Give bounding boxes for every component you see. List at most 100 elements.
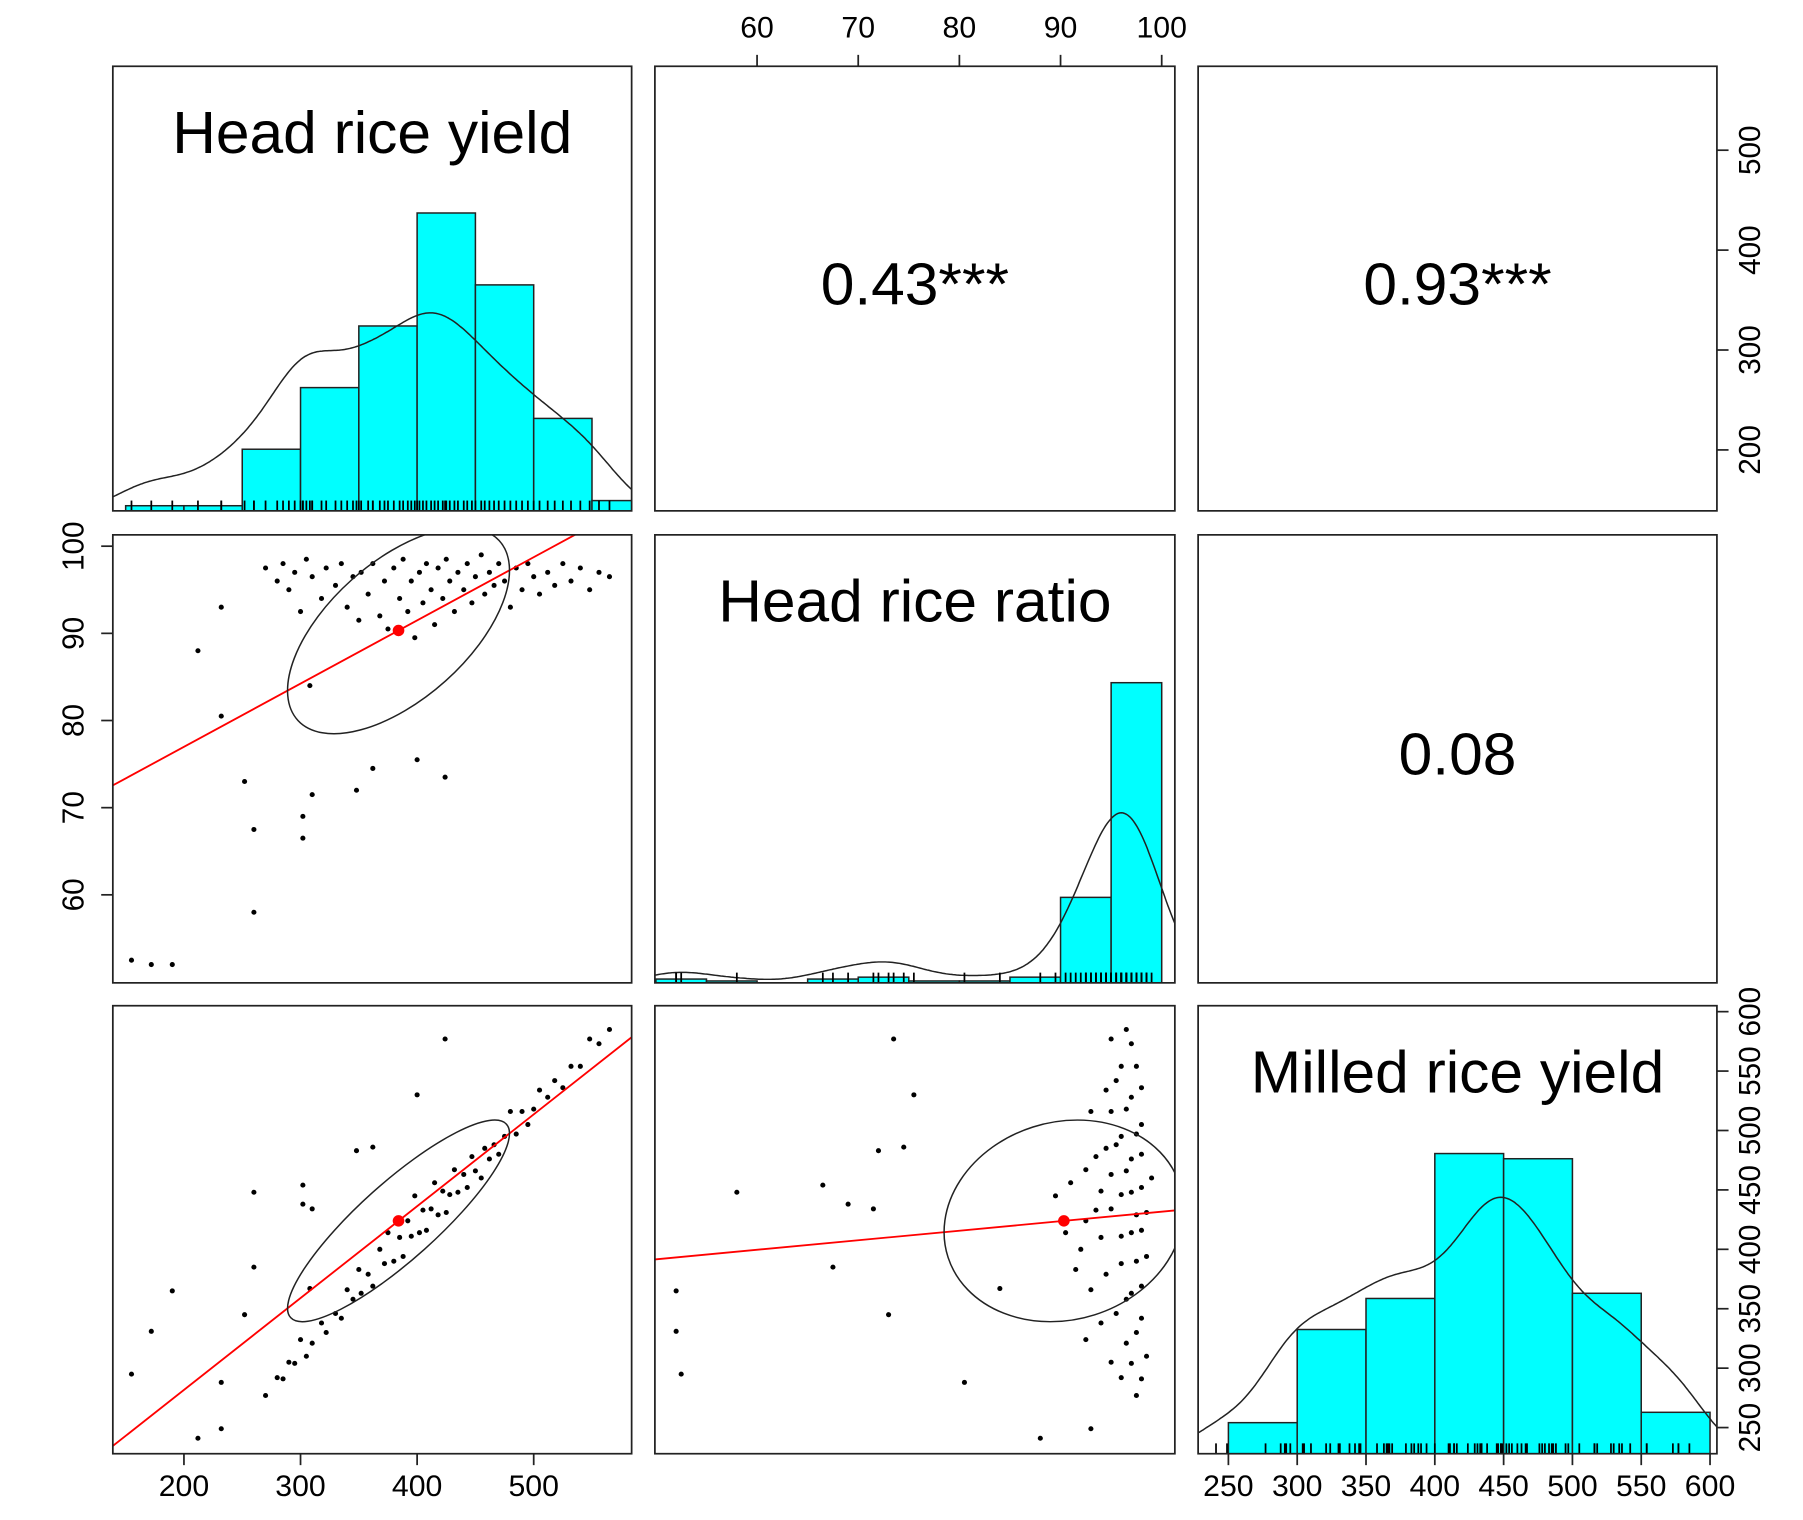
- scatter-point: [309, 574, 315, 580]
- scatter-point: [242, 779, 248, 785]
- scatter-point: [412, 635, 418, 641]
- scatter-point: [531, 574, 537, 580]
- scatter-point: [1118, 1261, 1124, 1267]
- histogram-bar: [857, 976, 910, 983]
- scatter-point: [482, 1145, 488, 1151]
- scatter-point: [381, 578, 388, 584]
- scatter-point: [1103, 1271, 1109, 1277]
- scatter-point: [507, 1108, 513, 1114]
- x-tick-label: 550: [1616, 1470, 1666, 1503]
- scatter-point: [1128, 1230, 1134, 1236]
- scatter-point: [1098, 1234, 1104, 1240]
- scatter-point: [1093, 1154, 1099, 1160]
- scatter-point: [318, 1320, 325, 1326]
- scatter-point: [830, 1264, 836, 1270]
- histogram-bar: [1059, 896, 1112, 983]
- scatter-point: [412, 1193, 418, 1199]
- scatter-point: [385, 626, 391, 632]
- scatter-point: [397, 595, 403, 601]
- scatter-point: [673, 1328, 679, 1334]
- y-tick-label: 400: [1734, 1225, 1767, 1275]
- scatter-point: [443, 1209, 449, 1215]
- scatter-point: [875, 1148, 882, 1154]
- panel-border: [1197, 65, 1718, 512]
- scatter-point: [218, 713, 224, 719]
- scatter-point: [391, 565, 397, 571]
- scatter-point: [370, 765, 376, 771]
- scatter-point: [365, 591, 371, 597]
- panel: [112, 534, 613, 968]
- scatter-point: [400, 556, 406, 562]
- x-tick-label: 400: [1410, 1470, 1460, 1503]
- scatter-point: [464, 561, 470, 567]
- histogram-bar: [299, 386, 360, 511]
- y-tick-label: 300: [1734, 1343, 1767, 1393]
- scatter-point: [997, 1286, 1003, 1292]
- scatter-point: [195, 1435, 201, 1441]
- scatter-point: [596, 569, 602, 575]
- panel-border: [1197, 533, 1718, 984]
- x-tick-label: 250: [1203, 1470, 1253, 1503]
- scatter-point: [568, 1063, 574, 1069]
- scatter-point: [461, 1171, 467, 1177]
- scatter-point: [416, 1230, 423, 1236]
- scatter-point: [414, 1092, 420, 1098]
- panel: [654, 681, 1175, 983]
- scatter-point: [472, 1168, 478, 1174]
- scatter-point: [385, 1230, 391, 1236]
- x-tick-label: 600: [1685, 1470, 1735, 1503]
- scatter-point: [1113, 1078, 1119, 1084]
- scatter-point: [353, 787, 360, 793]
- y-tick-label: 90: [57, 617, 90, 650]
- scatter-point: [734, 1189, 740, 1195]
- scatter-point: [1083, 1337, 1089, 1343]
- histogram-bar: [532, 417, 593, 511]
- scatter-point: [845, 1201, 851, 1207]
- scatter-point: [552, 1078, 558, 1084]
- scatter-point: [303, 556, 309, 562]
- scatter-point: [447, 578, 453, 584]
- scatter-point: [435, 565, 441, 571]
- scatter-point: [128, 957, 135, 963]
- scatter-point: [587, 1036, 593, 1042]
- scatter-point: [525, 1122, 531, 1128]
- scatter-point: [1149, 1175, 1155, 1181]
- correlation-label: 0.43***: [821, 251, 1009, 317]
- x-tick-label: 300: [275, 1470, 325, 1503]
- scatter-point: [323, 565, 329, 571]
- scatter-point: [552, 582, 558, 588]
- scatter-point: [391, 1258, 397, 1264]
- histogram-bar: [591, 499, 632, 511]
- scatter-point: [455, 569, 461, 575]
- scatter-point: [519, 587, 525, 593]
- scatter-point: [1073, 1267, 1079, 1273]
- x-tick-label: 200: [159, 1470, 209, 1503]
- scatter-point: [432, 622, 438, 628]
- scatter-point: [423, 561, 430, 567]
- density-curve: [112, 312, 632, 498]
- scatter-point: [1123, 1026, 1129, 1032]
- scatter-point: [1138, 1227, 1145, 1233]
- panel-border: [1197, 1004, 1718, 1455]
- regression-line: [654, 1209, 1175, 1261]
- scatter-point: [1128, 1094, 1134, 1100]
- scatter-point: [531, 1106, 537, 1112]
- scatter-point: [1128, 1360, 1134, 1366]
- x-tick-label: 300: [1272, 1470, 1322, 1503]
- scatter-point: [1113, 1142, 1119, 1148]
- scatter-point: [901, 1144, 907, 1150]
- scatter-point: [545, 569, 551, 575]
- panel-border: [654, 533, 1176, 984]
- scatter-point: [1108, 1108, 1114, 1114]
- scatter-point: [1108, 1171, 1114, 1177]
- scatter-point: [297, 1337, 304, 1343]
- y-tick-label: 200: [1734, 425, 1767, 475]
- histogram-bar: [1640, 1411, 1711, 1454]
- scatter-point: [148, 1328, 154, 1334]
- scatter-point: [469, 600, 475, 606]
- panel-border: [654, 1004, 1176, 1455]
- scatter-point: [1113, 1310, 1119, 1317]
- scatter-point: [678, 1371, 684, 1377]
- x-tick-label: 100: [1136, 12, 1186, 45]
